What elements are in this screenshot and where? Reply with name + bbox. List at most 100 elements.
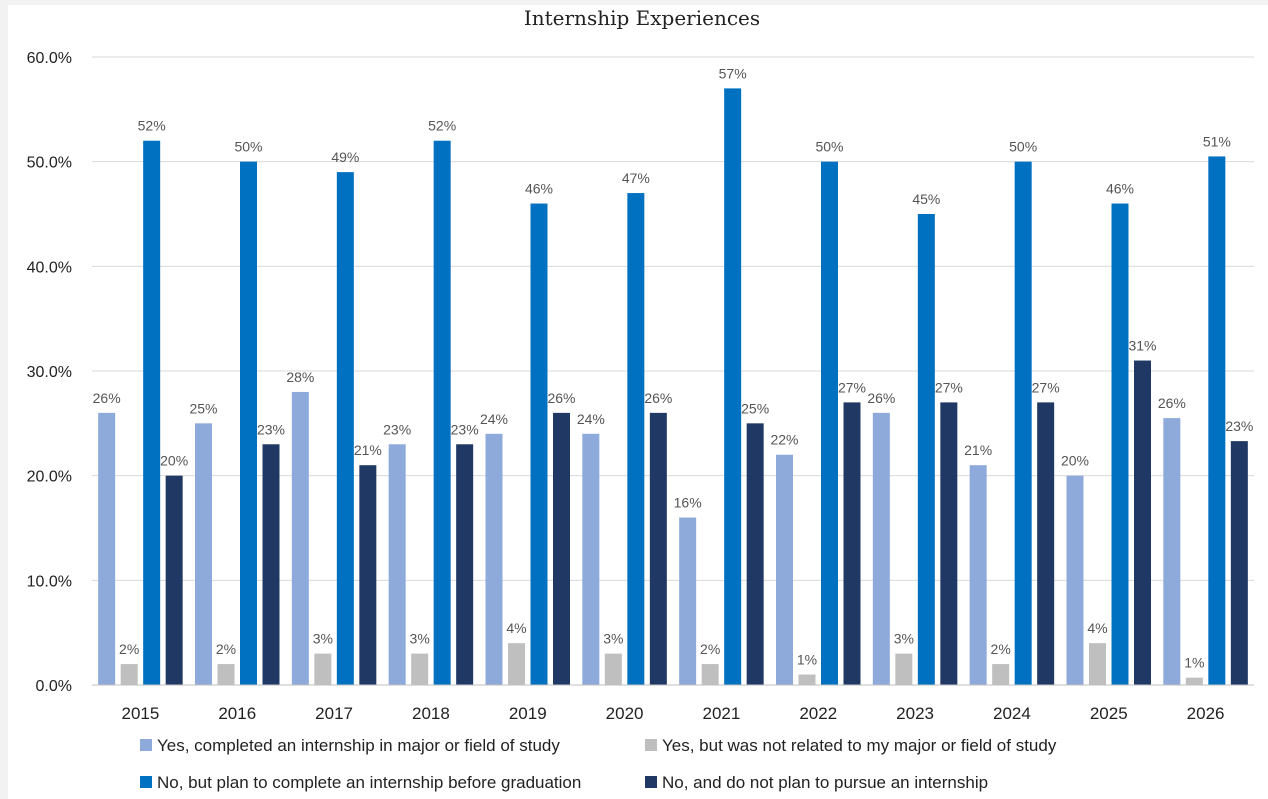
bar xyxy=(240,161,257,685)
bar xyxy=(872,412,890,685)
bar xyxy=(262,444,280,685)
x-tick-label: 2025 xyxy=(1090,704,1128,723)
data-label: 24% xyxy=(480,411,508,427)
x-tick-label: 2023 xyxy=(896,704,934,723)
bar xyxy=(217,664,235,685)
data-label: 26% xyxy=(644,390,672,406)
bar xyxy=(195,423,212,685)
data-label: 20% xyxy=(160,453,188,469)
x-tick-label: 2016 xyxy=(218,704,256,723)
bar xyxy=(746,423,764,685)
data-label: 50% xyxy=(1009,139,1037,155)
bar xyxy=(508,643,525,685)
bar xyxy=(291,391,309,685)
data-label: 25% xyxy=(189,400,217,416)
x-tick-label: 2017 xyxy=(315,704,353,723)
bar xyxy=(165,475,183,685)
bar xyxy=(1230,441,1248,685)
bar xyxy=(1066,475,1084,685)
data-label: 26% xyxy=(1158,395,1186,411)
data-label: 3% xyxy=(313,631,333,647)
data-label: 4% xyxy=(506,620,526,636)
data-label: 2% xyxy=(216,641,236,657)
data-label: 2% xyxy=(991,641,1011,657)
bar xyxy=(314,653,332,685)
y-tick-label: 30.0% xyxy=(27,364,72,381)
y-tick-label: 40.0% xyxy=(27,259,72,276)
bar xyxy=(1163,418,1181,685)
x-tick-label: 2015 xyxy=(122,704,160,723)
data-label: 27% xyxy=(1032,379,1060,395)
data-label: 28% xyxy=(286,369,314,385)
x-tick-label: 2026 xyxy=(1187,704,1225,723)
bar xyxy=(456,444,474,685)
bar xyxy=(1111,203,1129,686)
bar xyxy=(895,653,913,685)
chart-title: Internship Experiences xyxy=(524,6,760,30)
data-label: 21% xyxy=(964,442,992,458)
x-tick-label: 2024 xyxy=(993,704,1031,723)
data-label: 49% xyxy=(331,149,359,165)
y-tick-label: 20.0% xyxy=(27,469,72,486)
bar xyxy=(940,402,958,685)
data-label: 52% xyxy=(428,118,456,134)
data-label: 27% xyxy=(838,379,866,395)
data-label: 3% xyxy=(410,631,430,647)
bar xyxy=(1089,643,1106,685)
bar xyxy=(969,465,987,685)
data-label: 3% xyxy=(603,631,623,647)
x-tick-label: 2021 xyxy=(703,704,741,723)
bar xyxy=(649,412,667,685)
bar xyxy=(992,664,1010,685)
data-label: 45% xyxy=(912,191,940,207)
legend-label: No, and do not plan to pursue an interns… xyxy=(662,773,988,792)
data-label: 20% xyxy=(1061,453,1089,469)
bar xyxy=(582,433,600,685)
data-label: 23% xyxy=(451,421,479,437)
legend-swatch xyxy=(140,776,152,788)
bar xyxy=(143,140,161,685)
bar xyxy=(98,412,116,685)
bar xyxy=(627,193,645,686)
data-label: 47% xyxy=(622,170,650,186)
legend-swatch xyxy=(645,739,657,751)
data-label: 57% xyxy=(719,65,747,81)
data-label: 4% xyxy=(1087,620,1107,636)
x-tick-label: 2018 xyxy=(412,704,450,723)
data-label: 23% xyxy=(383,421,411,437)
x-tick-label: 2019 xyxy=(509,704,547,723)
data-label: 26% xyxy=(547,390,575,406)
bar xyxy=(821,161,838,685)
data-label: 3% xyxy=(894,631,914,647)
data-label: 50% xyxy=(234,139,262,155)
y-tick-label: 10.0% xyxy=(27,573,72,590)
data-label: 2% xyxy=(700,641,720,657)
x-tick-label: 2020 xyxy=(606,704,644,723)
bar xyxy=(724,88,742,685)
bar xyxy=(388,444,406,685)
data-label: 1% xyxy=(1184,655,1204,671)
bar xyxy=(798,674,816,685)
data-label: 23% xyxy=(257,421,285,437)
bar xyxy=(1037,402,1055,685)
bar xyxy=(336,172,354,686)
bar xyxy=(553,412,570,685)
data-label: 27% xyxy=(935,379,963,395)
data-label: 46% xyxy=(525,181,553,197)
bar xyxy=(917,214,935,685)
y-tick-label: 0.0% xyxy=(36,678,72,695)
gridlines xyxy=(92,56,1254,581)
axes: 0.0% 10.0% 20.0% 30.0% 40.0% 50.0% 60.0% 2015 20… xyxy=(27,50,1254,723)
bar xyxy=(843,402,861,685)
data-label: 50% xyxy=(815,139,843,155)
data-label: 16% xyxy=(674,495,702,511)
bar xyxy=(359,465,377,685)
bar xyxy=(530,203,548,686)
data-label: 2% xyxy=(119,641,139,657)
legend-swatch xyxy=(140,739,152,751)
data-label: 21% xyxy=(354,442,382,458)
data-label: 24% xyxy=(577,411,605,427)
bar xyxy=(604,653,622,685)
legend-label: Yes, but was not related to my major or … xyxy=(662,736,1057,755)
bar xyxy=(679,517,697,685)
